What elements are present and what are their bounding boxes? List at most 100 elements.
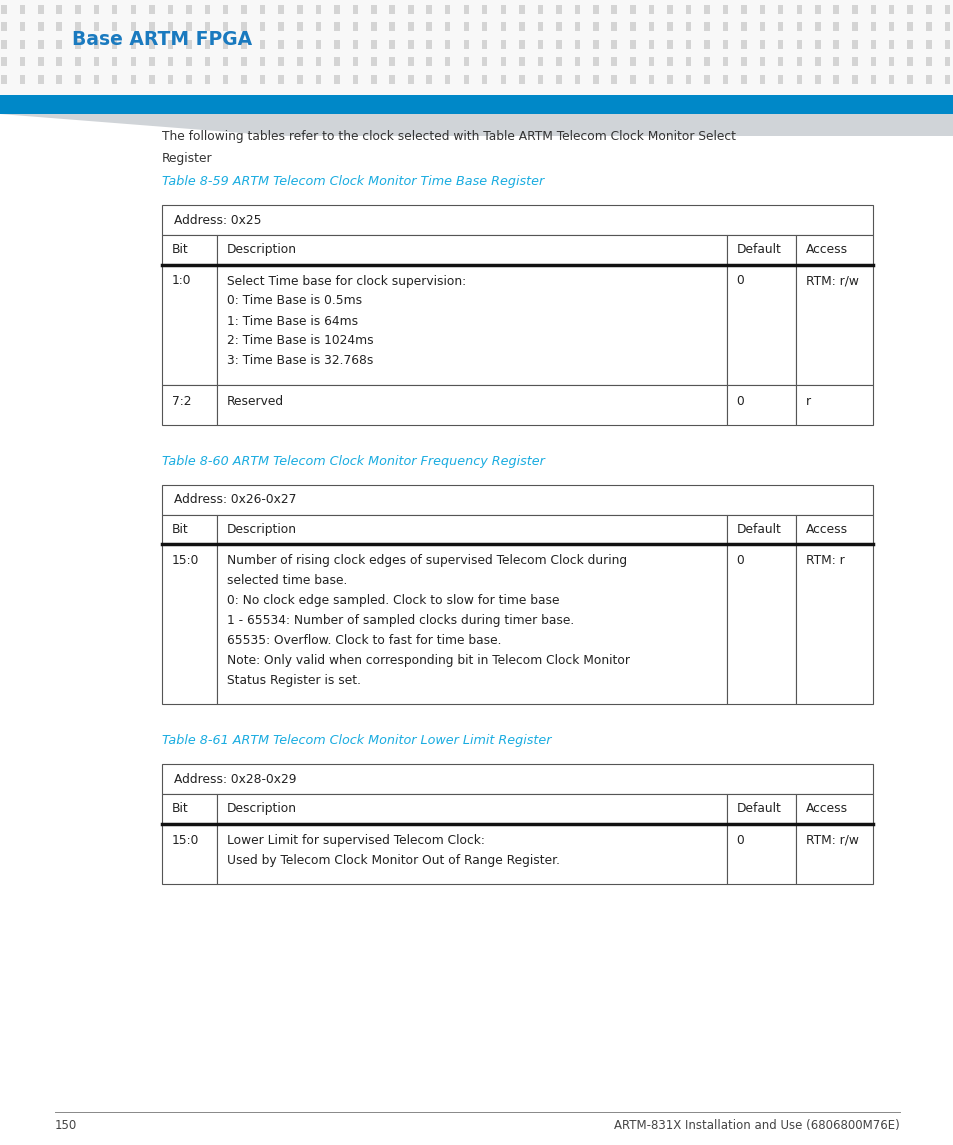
- Text: 150: 150: [55, 1119, 77, 1132]
- Bar: [740, 5, 745, 14]
- Bar: [796, 264, 872, 385]
- Text: Table 8-60 ARTM Telecom Clock Monitor Frequency Register: Table 8-60 ARTM Telecom Clock Monitor Fr…: [162, 455, 544, 467]
- Bar: [204, 74, 210, 84]
- Text: 1: Time Base is 64ms: 1: Time Base is 64ms: [227, 315, 357, 327]
- Bar: [518, 22, 524, 31]
- Bar: [726, 514, 796, 544]
- Bar: [721, 5, 727, 14]
- Bar: [216, 544, 726, 704]
- Bar: [556, 22, 561, 31]
- Bar: [593, 5, 598, 14]
- Bar: [389, 57, 395, 66]
- Bar: [260, 22, 265, 31]
- Bar: [389, 5, 395, 14]
- Bar: [371, 22, 376, 31]
- Bar: [740, 74, 745, 84]
- Bar: [500, 57, 505, 66]
- Bar: [56, 39, 62, 48]
- Text: 0: 0: [736, 554, 743, 567]
- Bar: [463, 39, 469, 48]
- Bar: [241, 22, 247, 31]
- Bar: [93, 39, 99, 48]
- Bar: [352, 5, 357, 14]
- Bar: [223, 22, 229, 31]
- Bar: [38, 39, 44, 48]
- Bar: [260, 5, 265, 14]
- Text: Default: Default: [736, 803, 781, 815]
- Bar: [315, 39, 320, 48]
- Bar: [481, 57, 487, 66]
- Bar: [389, 74, 395, 84]
- Bar: [162, 264, 216, 385]
- Bar: [648, 57, 654, 66]
- Bar: [463, 57, 469, 66]
- Bar: [611, 39, 617, 48]
- Bar: [444, 57, 450, 66]
- Bar: [75, 57, 80, 66]
- Bar: [278, 57, 284, 66]
- Bar: [408, 39, 413, 48]
- Bar: [629, 57, 635, 66]
- Text: Reserved: Reserved: [227, 395, 284, 408]
- Bar: [444, 74, 450, 84]
- Bar: [168, 74, 172, 84]
- Bar: [75, 22, 80, 31]
- Bar: [629, 5, 635, 14]
- Bar: [168, 39, 172, 48]
- Bar: [149, 74, 154, 84]
- Bar: [778, 74, 782, 84]
- Text: Description: Description: [227, 523, 296, 536]
- Text: Address: 0x28-0x29: Address: 0x28-0x29: [173, 773, 296, 785]
- Bar: [906, 5, 912, 14]
- Bar: [611, 22, 617, 31]
- Text: Base ARTM FPGA: Base ARTM FPGA: [71, 31, 252, 49]
- Bar: [241, 57, 247, 66]
- Text: Lower Limit for supervised Telecom Clock:: Lower Limit for supervised Telecom Clock…: [227, 834, 484, 846]
- Bar: [408, 22, 413, 31]
- Bar: [593, 57, 598, 66]
- Bar: [204, 57, 210, 66]
- Bar: [759, 57, 764, 66]
- Bar: [869, 22, 875, 31]
- Bar: [186, 39, 192, 48]
- Bar: [19, 5, 25, 14]
- Text: 0: 0: [736, 834, 743, 846]
- Bar: [685, 5, 690, 14]
- Bar: [925, 5, 930, 14]
- Bar: [814, 74, 820, 84]
- Bar: [537, 74, 542, 84]
- Bar: [537, 22, 542, 31]
- Bar: [93, 74, 99, 84]
- Bar: [481, 39, 487, 48]
- Text: RTM: r/w: RTM: r/w: [805, 834, 859, 846]
- Text: The following tables refer to the clock selected with Table ARTM Telecom Clock M: The following tables refer to the clock …: [162, 131, 735, 143]
- Bar: [703, 74, 709, 84]
- Bar: [869, 57, 875, 66]
- Bar: [666, 74, 672, 84]
- Bar: [56, 5, 62, 14]
- Bar: [19, 74, 25, 84]
- Bar: [814, 22, 820, 31]
- Text: Address: 0x26-0x27: Address: 0x26-0x27: [173, 493, 296, 506]
- Bar: [703, 5, 709, 14]
- Bar: [726, 385, 796, 425]
- Bar: [334, 39, 339, 48]
- Text: Bit: Bit: [172, 803, 189, 815]
- Bar: [93, 22, 99, 31]
- Bar: [371, 74, 376, 84]
- Bar: [408, 5, 413, 14]
- Bar: [796, 39, 801, 48]
- Text: 15:0: 15:0: [172, 554, 199, 567]
- Bar: [334, 57, 339, 66]
- Bar: [721, 74, 727, 84]
- Bar: [556, 74, 561, 84]
- Bar: [112, 22, 117, 31]
- Bar: [296, 5, 302, 14]
- Bar: [778, 57, 782, 66]
- Bar: [778, 5, 782, 14]
- Bar: [168, 5, 172, 14]
- Text: 65535: Overflow. Clock to fast for time base.: 65535: Overflow. Clock to fast for time …: [227, 634, 500, 647]
- Bar: [0, 0, 953, 95]
- Bar: [352, 39, 357, 48]
- Bar: [352, 57, 357, 66]
